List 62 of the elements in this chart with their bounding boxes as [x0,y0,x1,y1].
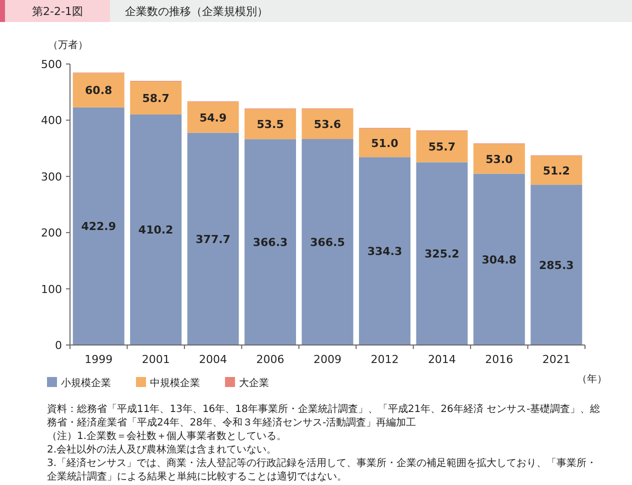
bar [530,184,582,345]
bar [72,107,124,345]
data-label: 53.6 [314,118,342,131]
data-label: 58.7 [142,92,170,105]
y-tick-label: 500 [41,58,62,71]
data-label: 60.8 [85,84,112,98]
data-label: 285.3 [538,258,574,272]
bar [302,139,354,345]
bar [187,132,239,345]
x-tick-label: 2004 [199,353,228,366]
bar [416,162,468,345]
data-label: 304.8 [482,253,517,266]
bar [416,130,468,162]
bar [358,128,410,158]
bar [244,139,296,345]
text: （注）1.企業数＝会社数＋個人事業者数としている。 [47,430,287,442]
data-label: 53.5 [256,118,284,132]
data-label: 54.9 [199,111,227,124]
chart-title: 企業数の推移（企業規模別） [125,5,268,18]
data-label: 422.9 [81,220,116,234]
legend-label: 小規模企業 [61,377,111,389]
x-tick-label: 2009 [314,353,342,366]
legend-label: 中規模企業 [150,377,200,389]
data-label: 410.2 [138,224,174,237]
bar [302,108,354,140]
data-label: 366.3 [252,236,288,250]
bar [530,156,582,185]
data-label: 51.0 [371,136,399,150]
y-axis-title: （万者） [48,39,88,51]
x-tick-label: 1999 [84,353,113,366]
x-tick-label: 2014 [428,353,456,366]
y-tick-label: 0 [55,339,62,352]
bar [244,109,296,140]
data-label: 51.2 [542,164,570,178]
x-tick-label: 2012 [370,353,399,366]
x-tick-label: 2021 [542,353,570,366]
chart-subtitle: 第2-2-1図 [32,5,83,18]
bar [130,114,182,345]
legend-label: 大企業 [239,377,269,389]
text: 2.会社以外の法人及び農林漁業は含まれていない。 [47,444,277,456]
y-tick-label: 200 [41,226,62,240]
data-label: 366.5 [310,236,345,250]
data-label: 377.7 [196,232,230,246]
y-tick-label: 400 [41,114,62,128]
data-label: 334.3 [367,245,402,258]
text: 3.「経済センサス」では、商業・法人登記等の行政記録を活用して、事業所・企業の補足範囲を拡大しており、「事業所・企業統計調査」による結果と単純に比較することは適切ではない。 [47,457,597,482]
x-tick-label: 2016 [485,353,514,366]
y-tick-label: 100 [41,282,62,296]
x-tick-label: 2001 [142,353,170,366]
bar [473,144,525,174]
bar [473,174,525,345]
y-tick-label: 300 [41,170,62,184]
bar [187,102,239,133]
data-label: 325.2 [424,248,460,261]
data-label: 55.7 [428,140,456,154]
x-axis-title: （年） [577,373,607,385]
bar [130,81,182,114]
bar [358,157,410,345]
bar [72,73,124,108]
data-label: 53.0 [486,152,514,166]
text: 資料：総務省「平成11年、13年、16年、18年事業所・企業統計調査」、「平成21年、26年経済 センサス-基礎調査」、総務省・経済産業省「平成24年、28年、令和３年経済センサス-活動調査」再編加工 [47,403,600,428]
x-tick-label: 2006 [256,353,284,366]
